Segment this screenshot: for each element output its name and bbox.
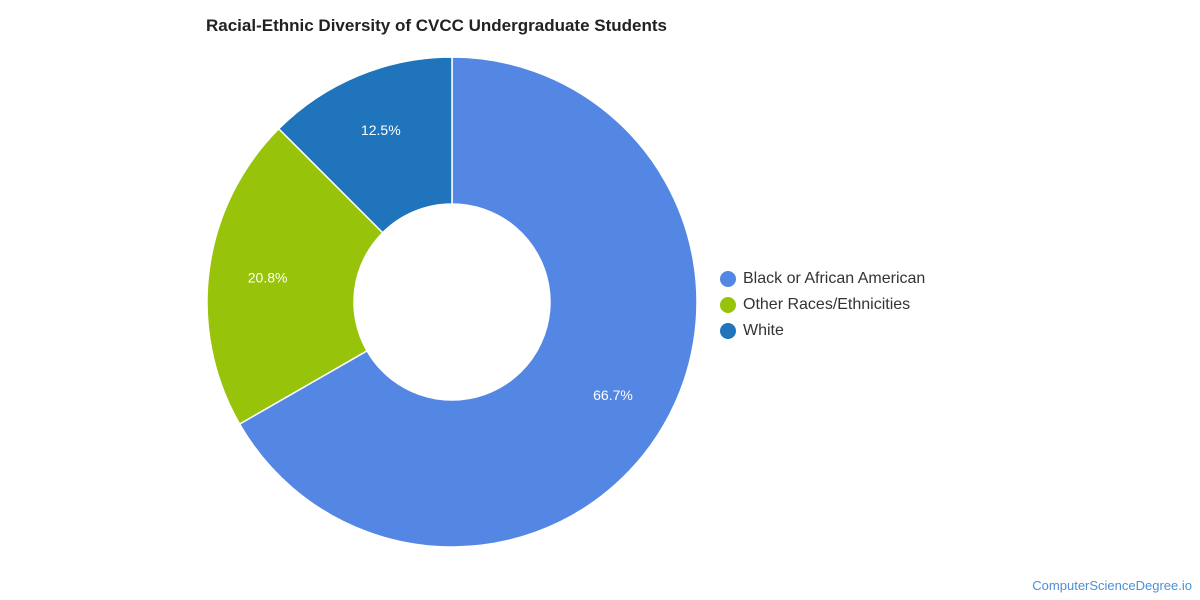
legend-label: White [743,322,784,339]
legend-label: Other Races/Ethnicities [743,296,911,313]
legend-label: Black or African American [743,270,926,287]
slices-group [206,56,698,548]
legend: Black or African American Other Races/Et… [720,266,925,344]
slice-label-other-races-ethnicities: 20.8% [248,270,288,286]
slice-labels-group: 66.7% 20.8% 12.5% [248,122,633,403]
legend-swatch-white [720,323,736,339]
legend-item-black-or-african-american[interactable]: Black or African American [720,266,925,292]
legend-swatch-other-races-ethnicities [720,297,736,313]
slice-white[interactable] [277,56,453,234]
slice-other-races-ethnicities[interactable] [206,127,384,426]
legend-item-white[interactable]: White [720,318,925,344]
slice-label-black-or-african-american: 66.7% [593,387,633,403]
legend-swatch-black-or-african-american [720,271,736,287]
slice-label-white: 12.5% [361,122,401,138]
chart-title: Racial-Ethnic Diversity of CVCC Undergra… [206,16,667,35]
source-credit-link[interactable]: ComputerScienceDegree.io [1032,578,1192,593]
slice-black-or-african-american[interactable] [238,56,698,548]
legend-item-other-races-ethnicities[interactable]: Other Races/Ethnicities [720,292,925,318]
